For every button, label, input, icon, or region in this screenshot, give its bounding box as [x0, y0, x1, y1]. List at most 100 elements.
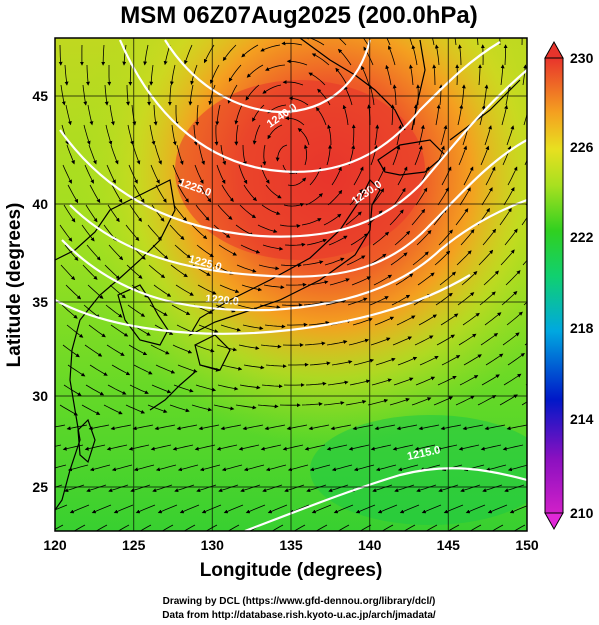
- coastlines: [55, 38, 521, 511]
- streamline-arrow: [311, 53, 330, 66]
- streamline-arrow: [419, 356, 439, 366]
- streamline-arrow: [177, 364, 198, 373]
- streamline-arrow: [86, 244, 101, 261]
- streamline-arrow: [241, 284, 263, 292]
- streamline-arrow: [196, 484, 217, 493]
- streamline-arrow: [440, 313, 459, 326]
- streamline-arrow: [241, 44, 259, 58]
- streamline-arrow: [238, 444, 260, 451]
- colorbar-tick-218: 218: [570, 320, 594, 336]
- colorbar-tick-214: 214: [570, 411, 594, 427]
- streamline-arrow: [128, 444, 150, 451]
- x-tick-130: 130: [201, 537, 225, 553]
- streamline-arrow: [506, 311, 523, 326]
- streamline-arrow: [315, 106, 327, 126]
- streamline-arrow: [183, 44, 193, 65]
- streamline-arrow: [331, 464, 353, 472]
- streamline-arrow: [432, 38, 435, 46]
- streamline-arrow: [199, 184, 212, 203]
- streamline-arrow: [389, 209, 404, 226]
- contours: [55, 39, 527, 531]
- streamline-arrow: [111, 464, 133, 472]
- streamline-arrow: [505, 84, 511, 106]
- streamline-arrow: [234, 124, 239, 146]
- streamline-arrow: [240, 244, 261, 254]
- streamline-arrow: [303, 301, 325, 306]
- streamline-arrow: [392, 336, 413, 346]
- streamline-arrow: [152, 244, 169, 260]
- coastline-kyushu: [194, 334, 231, 371]
- streamline-arrow: [330, 424, 352, 431]
- streamline-arrow: [197, 284, 217, 295]
- streamline-arrow: [125, 84, 130, 106]
- streamline-arrow: [414, 145, 423, 166]
- streamline-arrow: [485, 464, 507, 472]
- streamline-arrow: [437, 375, 457, 386]
- streamline-arrow: [458, 444, 480, 451]
- streamline-arrow: [477, 395, 497, 406]
- streamline-arrow: [501, 290, 518, 306]
- streamline-arrow: [308, 424, 330, 431]
- streamline-arrow: [174, 244, 191, 259]
- streamline-arrow: [228, 64, 242, 82]
- streamline-arrow: [499, 394, 518, 406]
- streamline-arrow: [55, 524, 64, 530]
- streamline-arrow: [265, 64, 286, 71]
- streamline-arrow: [125, 224, 140, 241]
- streamline-arrow: [242, 424, 264, 431]
- streamline-arrow: [447, 524, 460, 531]
- streamline-arrow: [264, 424, 286, 431]
- streamline-arrow: [485, 166, 496, 186]
- streamline-arrow: [149, 124, 156, 146]
- streamline-arrow: [246, 64, 264, 78]
- streamline-arrow: [260, 344, 282, 349]
- streamline-arrow: [223, 504, 244, 514]
- streamline-arrow: [88, 144, 97, 165]
- streamline-arrow: [235, 224, 254, 236]
- streamline-arrow: [460, 484, 481, 493]
- streamline-arrow: [133, 464, 155, 472]
- streamline-arrow: [195, 204, 210, 221]
- streamline-arrow: [327, 380, 349, 386]
- coastline-hokkaido: [377, 139, 446, 176]
- streamline-arrow: [411, 208, 426, 226]
- contour-1240: [164, 39, 372, 114]
- streamline-arrow: [218, 244, 238, 256]
- streamline-arrow: [491, 524, 504, 531]
- y-tick-40: 40: [32, 196, 48, 212]
- streamline-arrow: [436, 444, 458, 451]
- streamline-arrow: [91, 504, 112, 514]
- streamline-arrow: [66, 424, 88, 431]
- streamline-arrow: [215, 104, 221, 126]
- streamline-arrow: [66, 144, 75, 165]
- streamline-arrow: [345, 211, 362, 226]
- x-axis-label: Longitude (degrees): [200, 560, 383, 581]
- streamline-arrow: [109, 104, 115, 126]
- streamline-arrow: [346, 255, 366, 266]
- streamline-arrow: [89, 184, 101, 204]
- streamline-arrow: [370, 444, 392, 451]
- streamline-arrow: [521, 216, 527, 226]
- streamline-arrow: [302, 260, 324, 266]
- streamline-arrow: [284, 242, 306, 247]
- streamline-arrow: [509, 505, 527, 514]
- streamline-arrow: [368, 84, 375, 106]
- streamline-arrow: [457, 292, 475, 306]
- credit-drawing: Drawing by DCL (https://www.gfd-dennou.o…: [163, 596, 436, 607]
- streamline-arrow: [478, 249, 494, 266]
- streamline-arrow: [326, 444, 348, 451]
- streamline-arrow: [462, 424, 484, 431]
- streamline-arrow: [87, 104, 94, 126]
- streamline-arrow: [525, 383, 527, 386]
- streamline-arrow: [457, 104, 464, 126]
- streamline-arrow: [394, 484, 415, 493]
- streamline-arrow: [81, 404, 101, 415]
- streamline-arrow: [418, 424, 440, 431]
- streamline-arrow: [106, 444, 128, 451]
- x-axis-ticks: 120 125 130 135 140 145 150: [43, 537, 539, 553]
- streamline-arrow: [440, 124, 448, 146]
- streamline-arrow: [128, 64, 133, 86]
- streamline-arrow: [107, 384, 127, 395]
- plot-area: 1240.0 1225.0 1230.0 1225.0 1220.0 1215.…: [55, 38, 527, 531]
- streamline-arrow: [62, 344, 80, 358]
